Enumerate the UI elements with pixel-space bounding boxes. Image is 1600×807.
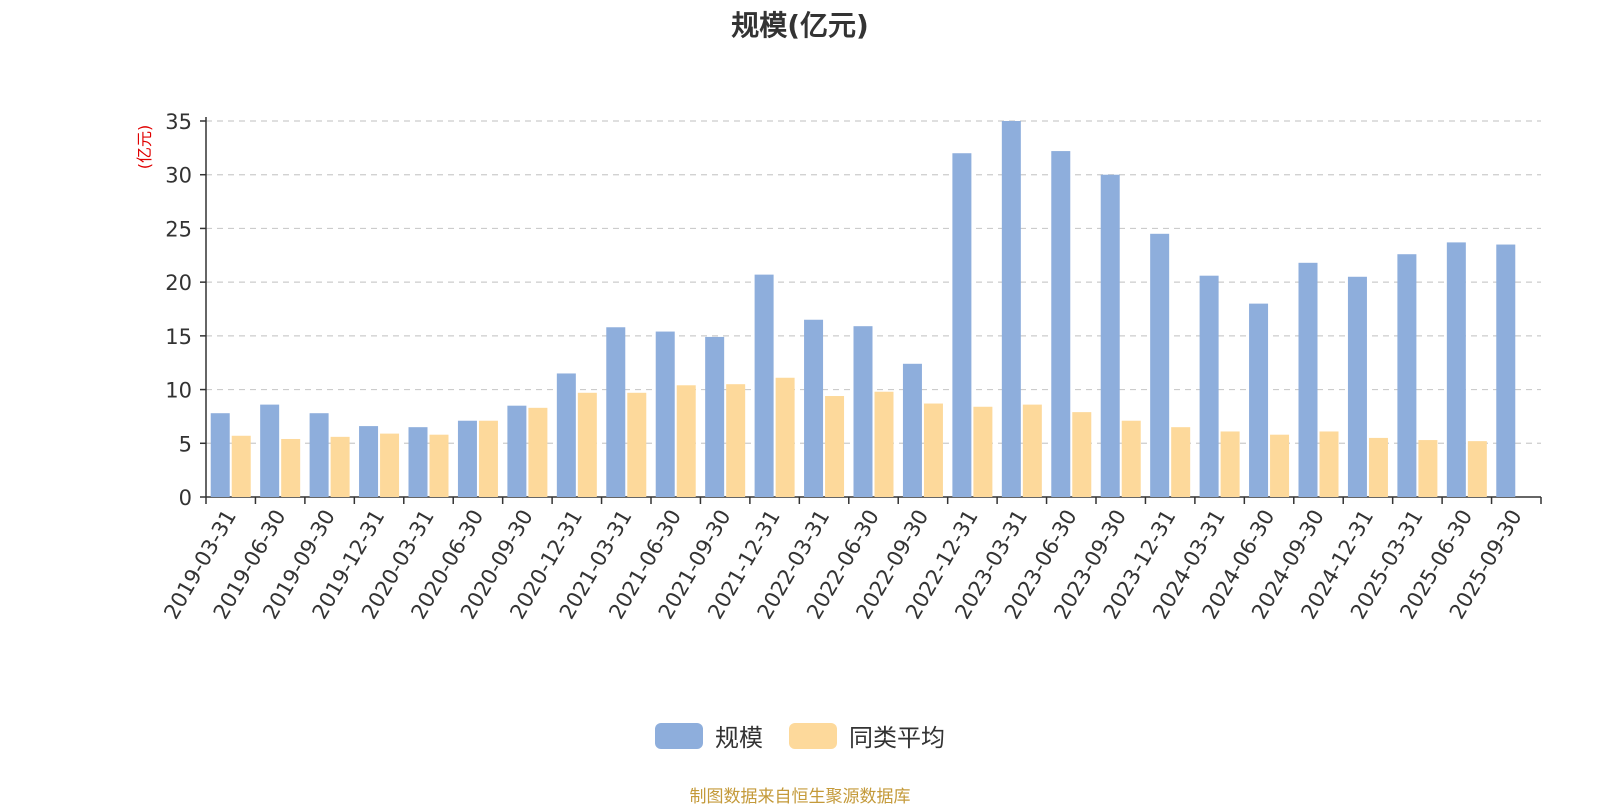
bar-average[interactable] xyxy=(330,436,350,497)
bar-average[interactable] xyxy=(281,438,301,497)
bar-average[interactable] xyxy=(429,434,449,497)
legend-swatch-scale xyxy=(655,722,703,749)
legend-item-average[interactable]: 同类平均 xyxy=(789,718,945,753)
legend: 规模 同类平均 xyxy=(0,718,1600,753)
bar-scale[interactable] xyxy=(1150,233,1170,498)
bar-average[interactable] xyxy=(676,385,696,497)
bar-average[interactable] xyxy=(1418,440,1438,497)
bar-scale[interactable] xyxy=(902,363,922,497)
bar-average[interactable] xyxy=(1121,420,1141,497)
bar-average[interactable] xyxy=(478,420,498,497)
y-tick-label: 10 xyxy=(165,379,192,403)
y-tick-label: 35 xyxy=(165,110,192,134)
bar-scale[interactable] xyxy=(457,420,477,497)
grid-lines xyxy=(206,120,1541,444)
bar-scale[interactable] xyxy=(210,413,230,497)
bar-average[interactable] xyxy=(577,392,597,497)
bar-scale[interactable] xyxy=(655,331,675,497)
y-axis-unit-label: (亿元) xyxy=(135,125,154,170)
y-tick-label: 15 xyxy=(165,325,192,349)
bar-average[interactable] xyxy=(874,391,894,497)
tick-labels: 051015202530352019-03-312019-06-302019-0… xyxy=(159,110,1526,623)
y-tick-label: 25 xyxy=(165,217,192,241)
bar-average[interactable] xyxy=(775,377,795,497)
bar-scale[interactable] xyxy=(1446,242,1466,497)
source-note: 制图数据来自恒生聚源数据库 xyxy=(689,787,911,807)
bar-scale[interactable] xyxy=(309,413,329,497)
legend-label-scale: 规模 xyxy=(715,724,763,752)
bar-scale[interactable] xyxy=(1397,254,1417,497)
bar-average[interactable] xyxy=(1368,437,1388,497)
y-tick-label: 5 xyxy=(179,432,192,456)
bar-scale[interactable] xyxy=(1051,151,1071,497)
bar-scale[interactable] xyxy=(1496,244,1516,497)
bar-average[interactable] xyxy=(1072,412,1092,497)
bar-scale[interactable] xyxy=(556,373,576,497)
bar-scale[interactable] xyxy=(408,427,428,497)
chart-title: 规模(亿元) xyxy=(731,9,869,42)
bar-scale[interactable] xyxy=(260,404,280,497)
y-tick-label: 20 xyxy=(165,271,192,295)
bars xyxy=(210,121,1516,498)
legend-swatch-average xyxy=(789,722,837,749)
bar-average[interactable] xyxy=(1022,404,1042,497)
bar-scale[interactable] xyxy=(1347,276,1367,497)
bar-average[interactable] xyxy=(528,407,548,497)
bar-average[interactable] xyxy=(627,392,647,497)
bar-average[interactable] xyxy=(1220,431,1240,497)
bar-scale[interactable] xyxy=(1100,174,1120,497)
legend-item-scale[interactable]: 规模 xyxy=(655,718,763,753)
bar-average[interactable] xyxy=(1319,431,1339,497)
bar-average[interactable] xyxy=(726,384,746,497)
bar-scale[interactable] xyxy=(1249,303,1269,497)
bar-scale[interactable] xyxy=(359,426,379,497)
bar-chart: 051015202530352019-03-312019-06-302019-0… xyxy=(135,110,1542,623)
bar-scale[interactable] xyxy=(1199,275,1219,497)
y-tick-label: 30 xyxy=(165,164,192,188)
bar-average[interactable] xyxy=(1467,441,1487,497)
axes xyxy=(200,117,1542,504)
y-tick-label: 0 xyxy=(179,486,192,510)
bar-scale[interactable] xyxy=(606,327,626,497)
bar-average[interactable] xyxy=(923,403,943,497)
bar-scale[interactable] xyxy=(705,336,725,497)
bar-scale[interactable] xyxy=(754,274,774,497)
bar-scale[interactable] xyxy=(1001,121,1021,497)
bar-scale[interactable] xyxy=(853,326,873,497)
bar-scale[interactable] xyxy=(804,319,824,497)
bar-average[interactable] xyxy=(1171,427,1191,497)
bar-average[interactable] xyxy=(825,396,845,497)
bar-scale[interactable] xyxy=(507,405,527,497)
bar-scale[interactable] xyxy=(1298,262,1318,497)
bar-average[interactable] xyxy=(231,435,251,497)
bar-average[interactable] xyxy=(380,433,400,497)
bar-average[interactable] xyxy=(1270,434,1290,497)
bar-scale[interactable] xyxy=(952,153,972,497)
bar-average[interactable] xyxy=(973,406,993,497)
legend-label-average: 同类平均 xyxy=(849,724,945,752)
